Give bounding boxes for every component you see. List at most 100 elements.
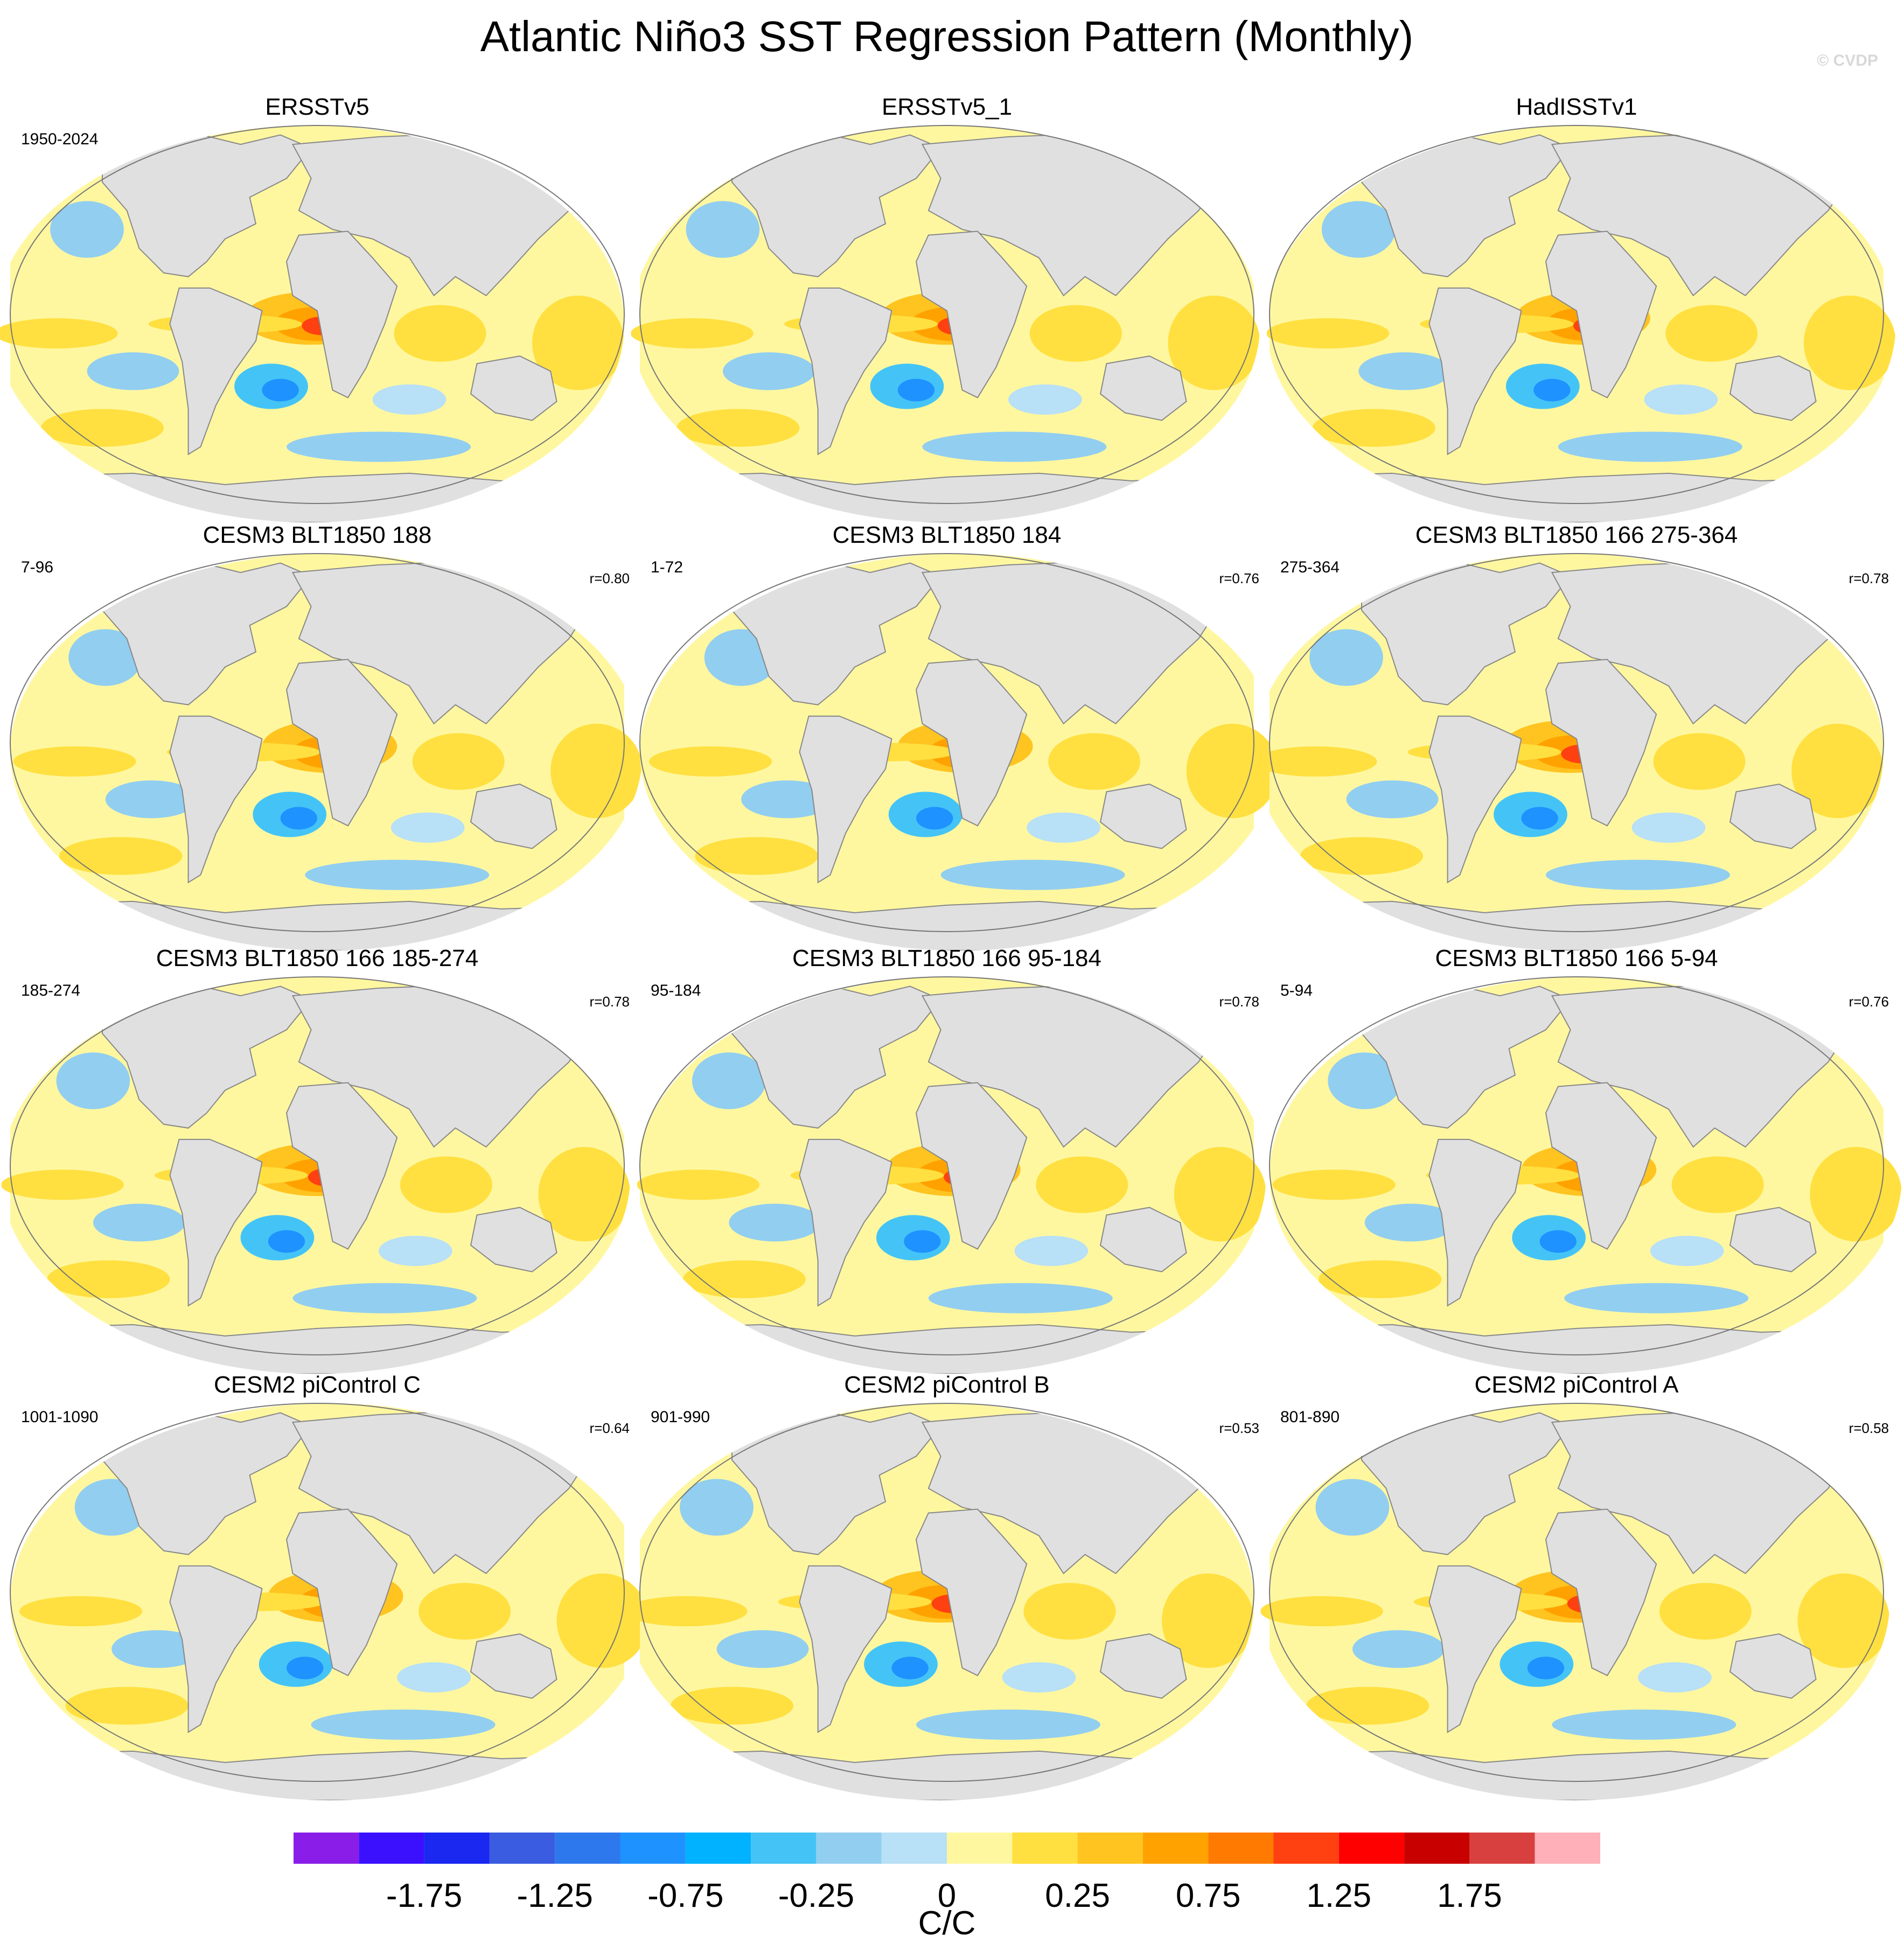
period-label: 1950-2024 xyxy=(21,130,98,148)
land xyxy=(1545,1082,1657,1250)
anomaly-patch xyxy=(695,837,818,875)
anomaly-patch xyxy=(419,1583,511,1640)
land xyxy=(285,1508,398,1676)
anomaly-patch xyxy=(916,807,953,830)
land xyxy=(639,472,1254,523)
map-border xyxy=(639,125,1254,504)
colorbar-box xyxy=(424,1833,490,1864)
anomaly-patch xyxy=(716,1630,809,1668)
land xyxy=(1545,1508,1657,1676)
map xyxy=(1269,976,1902,1374)
anomaly-patch xyxy=(1023,1583,1116,1640)
map xyxy=(1254,553,1884,951)
period-label: 5-94 xyxy=(1280,982,1313,999)
anomaly-patch xyxy=(390,812,465,843)
anomaly-patch xyxy=(891,1656,929,1680)
land xyxy=(731,132,942,277)
map xyxy=(10,553,643,951)
map-body xyxy=(1270,977,1902,1374)
land xyxy=(285,230,398,398)
anomaly-patch xyxy=(394,305,486,362)
colorbar-label: 0.75 xyxy=(1176,1877,1241,1914)
anomaly-patch xyxy=(1810,1146,1902,1242)
land xyxy=(1729,1633,1817,1699)
anomaly-patch xyxy=(1364,1204,1457,1242)
correlation-label: r=0.76 xyxy=(1849,994,1889,1010)
map-border xyxy=(1269,125,1884,504)
anomaly-patch xyxy=(729,1204,821,1242)
map-border xyxy=(10,1403,625,1782)
land xyxy=(102,1410,312,1555)
anomaly-patch xyxy=(111,1630,204,1668)
map-border xyxy=(10,553,625,932)
correlation-label: r=0.78 xyxy=(590,994,630,1010)
colorbar-box xyxy=(881,1833,947,1864)
period-label: 1001-1090 xyxy=(21,1408,98,1426)
anomaly-patch xyxy=(692,1052,766,1109)
panel-title: CESM3 BLT1850 166 5-94 xyxy=(1435,945,1718,971)
colorbar-box xyxy=(1273,1833,1339,1864)
colorbar-label: -1.25 xyxy=(517,1877,593,1914)
anomaly-patch xyxy=(268,1230,305,1253)
colorbar-box xyxy=(359,1833,424,1864)
anomaly-patch xyxy=(13,746,136,777)
anomaly-patch xyxy=(50,201,124,258)
anomaly-patch xyxy=(1300,837,1423,875)
anomaly-patch xyxy=(1162,1573,1254,1668)
map-panel: HadISSTv1 xyxy=(1266,94,1896,523)
colorbar-label: 0.25 xyxy=(1045,1877,1110,1914)
anomaly-patch xyxy=(940,859,1125,890)
panel-title: CESM3 BLT1850 166 275-364 xyxy=(1415,522,1738,548)
map-body xyxy=(624,1403,1254,1801)
land xyxy=(285,659,398,827)
anomaly-patch xyxy=(1036,1156,1128,1213)
colorbar-box xyxy=(1208,1833,1274,1864)
map-body xyxy=(0,125,624,523)
land xyxy=(799,1138,892,1307)
land xyxy=(799,715,892,884)
anomaly-patch xyxy=(47,1260,170,1298)
anomaly-patch xyxy=(1564,1283,1749,1313)
anomaly-patch xyxy=(59,837,183,875)
land xyxy=(1428,715,1522,884)
colorbar-box xyxy=(1404,1833,1470,1864)
panel-title: CESM2 piControl B xyxy=(844,1372,1049,1398)
anomaly-patch xyxy=(41,409,164,447)
land xyxy=(10,900,625,951)
land xyxy=(1428,1565,1522,1733)
anomaly-patch xyxy=(532,295,624,390)
anomaly-patch xyxy=(65,1687,189,1725)
anomaly-patch xyxy=(897,379,935,402)
map-body xyxy=(637,977,1266,1374)
land xyxy=(731,984,942,1129)
anomaly-patch xyxy=(1659,1583,1752,1640)
anomaly-patch xyxy=(292,1283,477,1313)
land xyxy=(1729,355,1817,421)
colorbar-box xyxy=(751,1833,817,1864)
correlation-label: r=0.64 xyxy=(590,1420,630,1436)
panel-title: ERSSTv5_1 xyxy=(882,94,1012,120)
map-body xyxy=(640,554,1279,951)
anomaly-patch xyxy=(311,1709,496,1740)
map xyxy=(639,553,1279,951)
map-border xyxy=(1269,976,1884,1355)
land xyxy=(1545,230,1657,398)
map xyxy=(1,976,631,1374)
map-panel: CESM3 BLT1850 166 5-94 5-94 r=0.76 xyxy=(1269,945,1902,1374)
anomaly-patch xyxy=(649,746,772,777)
colorbar-box xyxy=(947,1833,1013,1864)
land xyxy=(639,1750,1254,1801)
anomaly-patch xyxy=(928,1283,1113,1313)
land xyxy=(915,230,1028,398)
colorbar-box xyxy=(294,1833,359,1864)
map-body xyxy=(1254,554,1884,951)
land xyxy=(10,1324,625,1374)
colorbar-units: C/C xyxy=(918,1905,976,1942)
anomaly-patch xyxy=(305,859,490,890)
anomaly-patch xyxy=(262,379,299,402)
land xyxy=(470,1633,557,1699)
anomaly-patch xyxy=(1539,1230,1577,1253)
land xyxy=(102,561,312,705)
map xyxy=(1260,1403,1890,1801)
